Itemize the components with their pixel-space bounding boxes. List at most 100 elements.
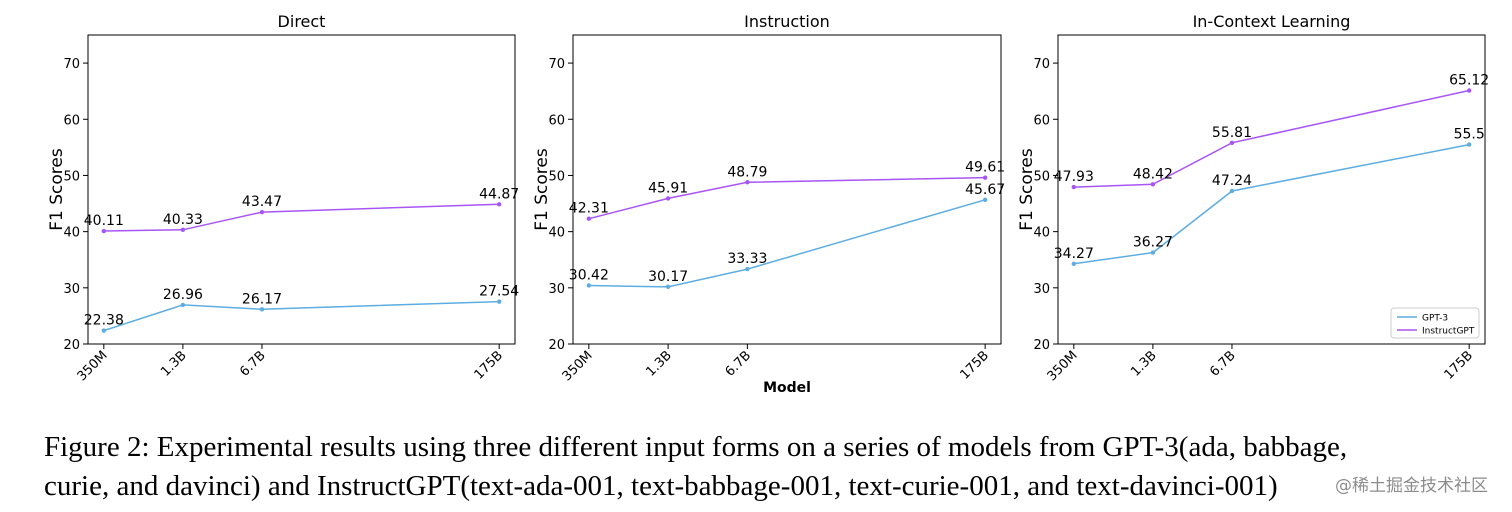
data-point: [1229, 188, 1235, 194]
data-point: [1071, 261, 1077, 267]
x-tick-label: 175B: [958, 348, 992, 382]
legend-entry: InstructGPT: [1422, 327, 1475, 337]
data-label: 44.87: [479, 186, 519, 202]
data-label: 45.91: [648, 180, 688, 196]
data-point: [982, 197, 988, 202]
y-tick-label: 70: [548, 57, 565, 72]
data-point: [1150, 250, 1156, 255]
watermark: @稀土掘金技术社区: [1335, 471, 1488, 496]
data-point: [745, 180, 750, 185]
y-tick-label: 60: [548, 113, 565, 128]
chart-title: Instruction: [744, 12, 830, 31]
x-tick-label: 350M: [75, 348, 111, 384]
data-label: 26.96: [163, 287, 203, 303]
data-label: 30.42: [569, 267, 609, 283]
data-point: [586, 216, 592, 221]
data-point: [1466, 142, 1472, 147]
y-tick-label: 60: [1033, 113, 1050, 128]
series-line-instructgpt: [588, 176, 986, 220]
data-label: 47.93: [1054, 169, 1094, 185]
data-label: 43.47: [242, 194, 282, 210]
data-point: [259, 209, 265, 215]
y-tick-label: 20: [1033, 338, 1050, 353]
data-label: 45.67: [965, 182, 1005, 198]
data-label: 48.79: [727, 164, 767, 180]
data-point: [180, 227, 186, 232]
x-tick-label: 6.7B: [723, 348, 755, 380]
x-tick-label: 175B: [1442, 348, 1476, 382]
data-point: [496, 202, 502, 207]
data-label: 55.5: [1454, 127, 1485, 143]
chart-panel-3: In-Context Learning 20 30 40 50 60 70 F1 Scores…: [1017, 12, 1489, 384]
data-label: 42.31: [569, 201, 609, 217]
x-tick-label: 1.3B: [1128, 348, 1160, 380]
data-point: [982, 175, 988, 180]
y-tick-label: 20: [548, 338, 565, 353]
data-point: [1071, 184, 1077, 190]
caption-line-1: Figure 2: Experimental results using thr…: [44, 431, 1348, 463]
y-tick-label: 40: [1033, 226, 1050, 241]
y-axis-label: F1 Scores: [1017, 148, 1037, 231]
data-label: 48.42: [1133, 166, 1173, 182]
data-label: 40.33: [163, 212, 203, 228]
data-label: 26.17: [242, 291, 282, 307]
y-tick-label: 20: [63, 338, 80, 353]
data-label: 40.11: [84, 213, 124, 229]
data-label: 55.81: [1212, 125, 1252, 141]
legend: GPT-3 InstructGPT: [1390, 307, 1480, 339]
chart-title: Direct: [278, 12, 326, 31]
y-tick-label: 40: [63, 226, 80, 241]
series-line-instructgpt: [1073, 89, 1470, 188]
data-label: 34.27: [1054, 246, 1094, 262]
y-tick-label: 40: [548, 226, 565, 241]
data-label: 47.24: [1212, 173, 1252, 189]
caption-line-2: curie, and davinci) and InstructGPT(text…: [44, 470, 1278, 502]
data-point: [745, 266, 750, 272]
figure-caption: Figure 2: Experimental results using thr…: [44, 428, 1484, 506]
data-point: [665, 284, 671, 290]
data-point: [1150, 182, 1156, 187]
data-point: [586, 283, 592, 288]
data-point: [101, 328, 107, 333]
data-label: 65.12: [1449, 73, 1489, 89]
data-point: [1229, 140, 1235, 146]
chart-panel-1: Direct 20 30 40 50 60 70 F1 Scores 350M 1.3B 6.7B 1…: [47, 12, 519, 384]
data-point: [180, 302, 186, 308]
chart-title: In-Context Learning: [1193, 12, 1351, 31]
plot-frame: [87, 34, 516, 345]
x-tick-label: 350M: [560, 348, 596, 384]
y-tick-label: 70: [1033, 57, 1050, 72]
y-tick-label: 30: [63, 282, 80, 297]
data-label: 22.38: [84, 313, 124, 329]
data-point: [101, 228, 107, 234]
plot-frame: [1057, 34, 1486, 345]
data-label: 36.27: [1133, 235, 1173, 251]
x-tick-label: 350M: [1045, 348, 1081, 384]
data-label: 33.33: [727, 251, 767, 267]
x-axis-label: Model: [763, 380, 811, 396]
chart-panel-2: Instruction 20 30 40 50 60 70 F1 Scores 350M 1.3B…: [532, 12, 1005, 396]
x-tick-label: 6.7B: [1207, 348, 1239, 380]
series-line-instructgpt: [103, 203, 500, 232]
y-tick-label: 50: [63, 169, 80, 184]
x-tick-label: 1.3B: [158, 348, 190, 380]
data-label: 30.17: [648, 269, 688, 285]
y-tick-label: 30: [548, 282, 565, 297]
data-point: [259, 307, 265, 312]
data-point: [496, 299, 502, 304]
legend-entry: GPT-3: [1422, 314, 1448, 324]
series-line-gpt3: [1073, 143, 1470, 265]
y-axis-label: F1 Scores: [47, 148, 67, 231]
x-tick-label: 1.3B: [643, 348, 675, 380]
y-tick-label: 70: [63, 57, 80, 72]
x-tick-label: 6.7B: [237, 348, 269, 380]
series-line-gpt3: [103, 300, 500, 332]
data-label: 27.54: [479, 284, 519, 300]
plot-frame: [572, 34, 1002, 345]
data-point: [1466, 88, 1472, 93]
y-tick-label: 30: [1033, 282, 1050, 297]
y-axis-label: F1 Scores: [532, 148, 552, 231]
data-point: [665, 196, 671, 201]
y-tick-label: 50: [1033, 169, 1050, 184]
